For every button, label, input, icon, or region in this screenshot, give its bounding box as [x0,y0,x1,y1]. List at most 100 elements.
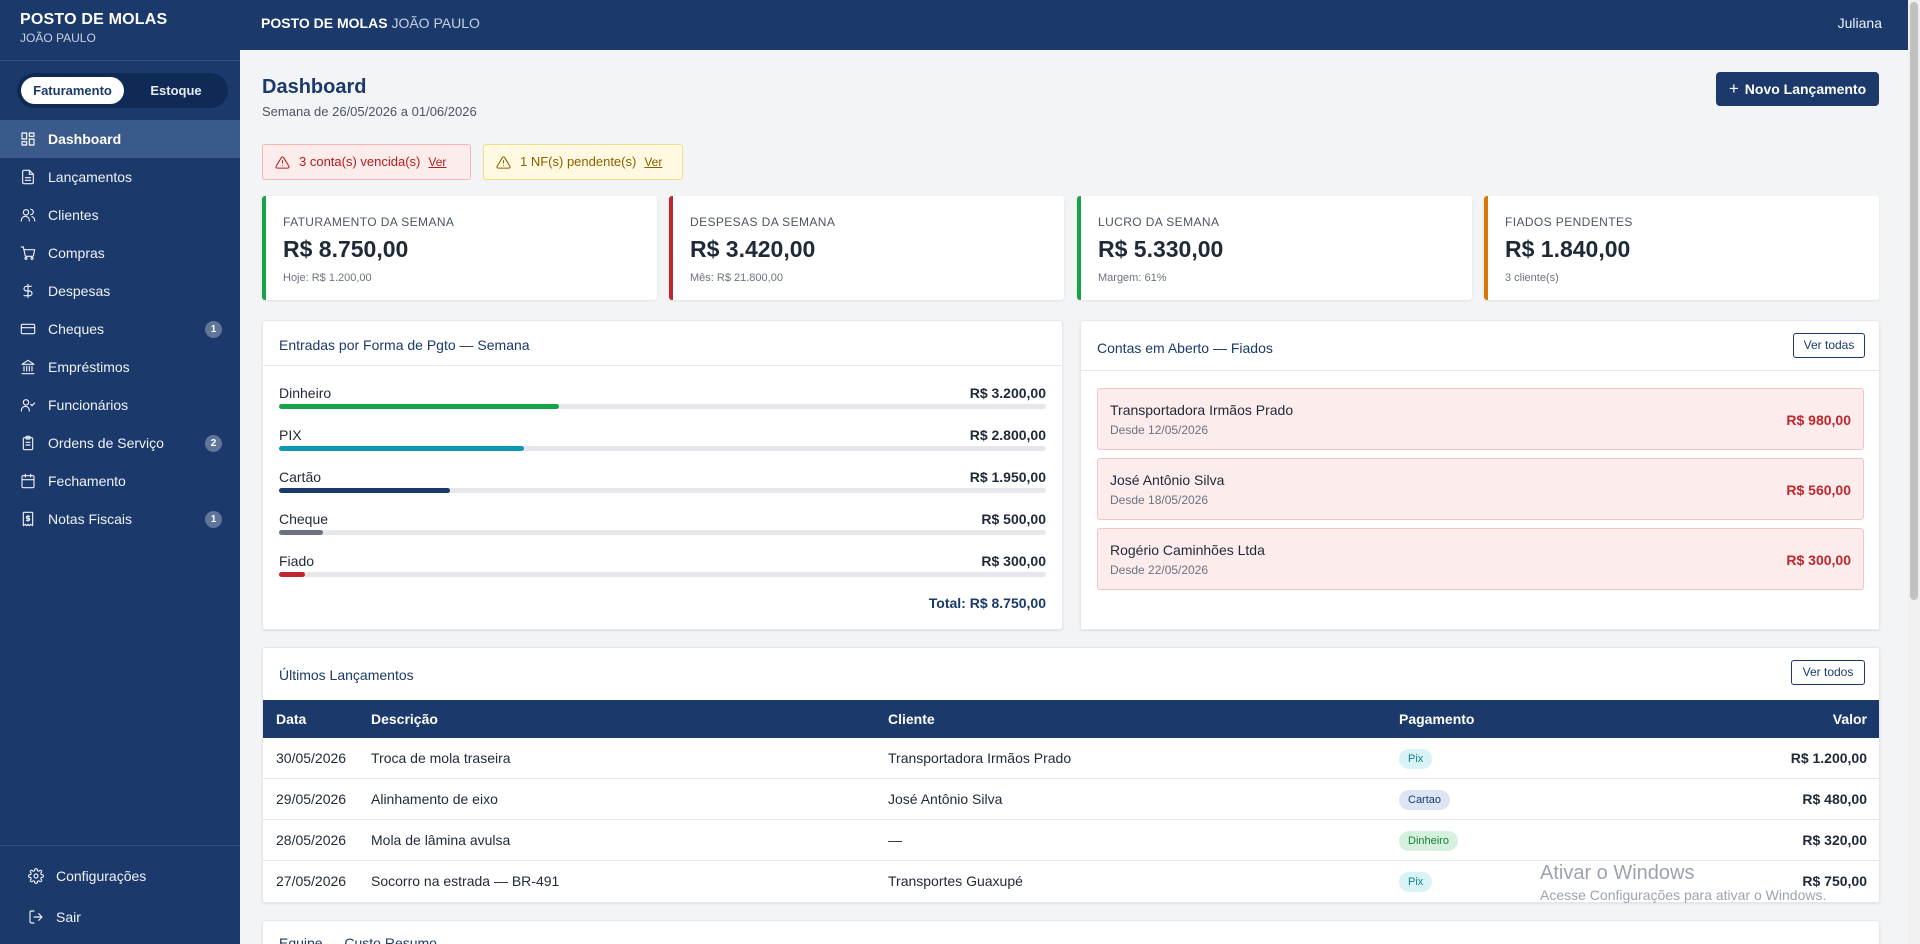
brand-name: POSTO DE MOLAS [20,11,168,28]
view-all-fiados-button[interactable]: Ver todas [1793,333,1865,358]
col-header-cliente[interactable]: Cliente [888,711,935,727]
payment-value: R$ 1.950,00 [969,469,1046,485]
gear-icon [28,868,44,884]
fiado-item[interactable]: José Antônio Silva Desde 18/05/2026 R$ 5… [1097,458,1864,520]
kpi-label: FIADOS PENDENTES [1505,215,1633,229]
user-name[interactable]: Juliana [1837,15,1882,31]
topbar-owner-name: JOÃO PAULO [391,15,480,31]
table-row[interactable]: 28/05/2026 Mola de lâmina avulsa — Dinhe… [263,820,1879,861]
sidebar-item-ordens-de-servico[interactable]: Ordens de Serviço 2 [0,424,240,462]
sidebar-item-configuracoes[interactable]: Configurações [0,856,240,897]
page-scrollbar[interactable] [1908,0,1920,944]
cell-value: R$ 750,00 [1802,873,1867,889]
payment-badge: Cartao [1399,790,1451,811]
fiados-card: Contas em Aberto — Fiados Ver todas Tran… [1080,320,1880,630]
payment-row-cartao: Cartão R$ 1.950,00 [279,469,1046,507]
toggle-estoque[interactable]: Estoque [150,83,202,98]
plus-icon: + [1728,79,1739,98]
sidebar-item-label: Sair [56,909,81,925]
table-row[interactable]: 30/05/2026 Troca de mola traseira Transp… [263,738,1879,779]
overdue-alert-link[interactable]: Ver [428,155,447,169]
sidebar-item-notas-fiscais[interactable]: Notas Fiscais 1 [0,500,240,538]
payment-bar-track [279,488,1046,493]
toggle-faturamento[interactable]: Faturamento [21,77,124,104]
receipt-icon [22,511,34,527]
cell-payment: Pix [1399,861,1433,902]
fiado-value: R$ 980,00 [1786,412,1851,428]
file-text-icon [22,169,34,185]
payment-row-fiado: Fiado R$ 300,00 [279,553,1046,591]
cell-description: Socorro na estrada — BR-491 [371,873,560,889]
kpi-fiados: FIADOS PENDENTES R$ 1.840,00 3 cliente(s… [1484,196,1879,300]
sidebar-item-funcionarios[interactable]: Funcionários [0,386,240,424]
fiado-value: R$ 300,00 [1786,552,1851,568]
shopping-cart-icon [20,246,36,260]
col-header-data[interactable]: Data [276,711,307,727]
sidebar-item-compras[interactable]: Compras [0,234,240,272]
kpi-value: R$ 8.750,00 [283,236,409,262]
payment-row-dinheiro: Dinheiro R$ 3.200,00 [279,385,1046,423]
latest-entries-title: Últimos Lançamentos [279,667,414,683]
scrollbar-thumb[interactable] [1910,2,1918,600]
cell-client: — [888,832,902,848]
payments-total: Total: R$ 8.750,00 [928,595,1046,611]
cell-client: José Antônio Silva [888,791,1003,807]
dollar-sign-icon [23,283,33,299]
kpi-lucro: LUCRO DA SEMANA R$ 5.330,00 Margem: 61% [1077,196,1472,300]
sidebar-item-label: Funcionários [48,397,129,413]
sidebar-item-sair[interactable]: Sair [0,897,240,938]
table-row[interactable]: 27/05/2026 Socorro na estrada — BR-491 T… [263,861,1879,902]
payment-label: PIX [279,427,302,443]
sidebar-item-label: Configurações [56,868,147,884]
warning-icon [275,156,290,169]
nf-pending-alert-text: 1 NF(s) pendente(s) [520,154,637,169]
sidebar-item-dashboard[interactable]: Dashboard [0,120,240,158]
sidebar-item-emprestimos[interactable]: Empréstimos [0,348,240,386]
fiado-item[interactable]: Transportadora Irmãos Prado Desde 12/05/… [1097,388,1864,450]
cell-date: 29/05/2026 [276,791,347,807]
cell-payment: Pix [1399,738,1433,779]
clipboard-list-icon [22,435,34,451]
topbar-business-name: POSTO DE MOLAS [261,15,388,31]
fiado-item[interactable]: Rogério Caminhões Ltda Desde 22/05/2026 … [1097,528,1864,590]
calendar-icon [21,473,35,489]
table-row[interactable]: 29/05/2026 Alinhamento de eixo José Antô… [263,779,1879,820]
payment-bar-fill [279,530,323,535]
nf-pending-alert-link[interactable]: Ver [644,155,663,169]
cell-client: Transportes Guaxupé [888,873,1023,889]
col-header-pagamento[interactable]: Pagamento [1399,711,1475,727]
payments-card-title: Entradas por Forma de Pgto — Semana [279,337,530,353]
kpi-label: FATURAMENTO DA SEMANA [283,215,455,229]
sidebar-item-label: Despesas [48,283,111,299]
main-content: Dashboard Semana de 26/05/2026 a 01/06/2… [240,50,1908,944]
fiado-value: R$ 560,00 [1786,482,1851,498]
new-entry-button[interactable]: + Novo Lançamento [1716,72,1879,106]
payment-label: Cheque [279,511,329,527]
col-header-descricao[interactable]: Descrição [371,711,438,727]
payment-bar-track [279,404,1046,409]
sidebar-item-despesas[interactable]: Despesas [0,272,240,310]
view-all-entries-button[interactable]: Ver todos [1791,660,1865,685]
team-cost-card: Equipe — Custo Resumo [262,920,1880,944]
sidebar-item-fechamento[interactable]: Fechamento [0,462,240,500]
sidebar-item-label: Dashboard [48,131,122,147]
cell-client: Transportadora Irmãos Prado [888,750,1072,766]
col-header-valor[interactable]: Valor [1832,711,1867,727]
sidebar-item-label: Cheques [48,321,105,337]
payment-badge: Pix [1399,872,1433,893]
cell-date: 27/05/2026 [276,873,347,889]
sidebar-item-label: Ordens de Serviço [48,435,164,451]
cell-payment: Cartao [1399,779,1451,820]
payments-card: Entradas por Forma de Pgto — Semana Dinh… [262,320,1063,630]
payment-value: R$ 2.800,00 [969,427,1046,443]
payment-row-cheque: Cheque R$ 500,00 [279,511,1046,549]
sidebar-item-label: Clientes [48,207,99,223]
brand: POSTO DE MOLAS JOÃO PAULO [20,11,167,45]
sidebar-item-clientes[interactable]: Clientes [0,196,240,234]
kpi-despesas: DESPESAS DA SEMANA R$ 3.420,00 Mês: R$ 2… [669,196,1064,300]
sidebar-item-cheques[interactable]: Cheques 1 [0,310,240,348]
sidebar-item-lancamentos[interactable]: Lançamentos [0,158,240,196]
payment-bar-fill [279,446,525,451]
top-bar: POSTO DE MOLAS JOÃO PAULO Juliana [240,0,1908,50]
card-divider [263,365,1062,366]
